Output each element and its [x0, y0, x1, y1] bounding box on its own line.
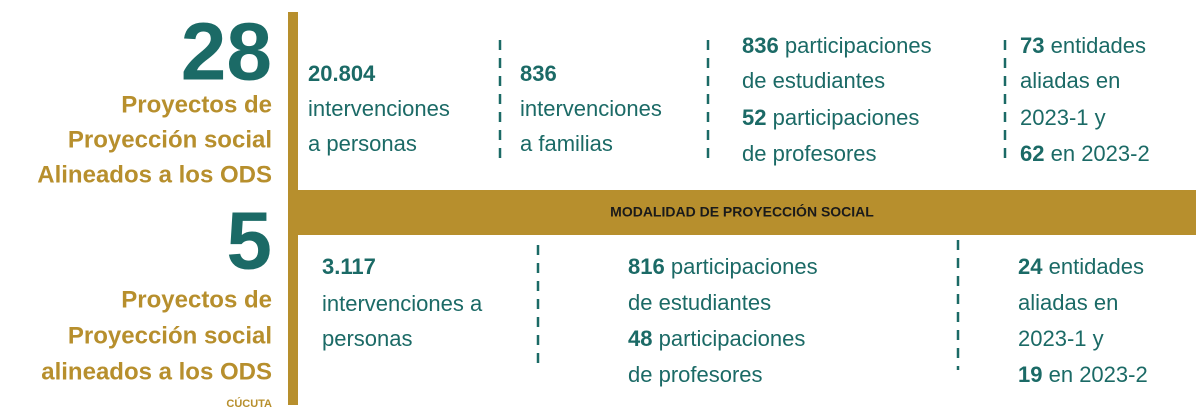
block-line: de profesores [742, 141, 877, 166]
text: a familias [520, 131, 613, 156]
label: Alineados a los ODS [37, 161, 272, 188]
block-line: intervenciones [308, 96, 450, 121]
block-line: 816 participaciones [628, 254, 818, 279]
text: aliadas en [1018, 290, 1118, 315]
text: de estudiantes [742, 68, 885, 93]
text: personas [322, 326, 413, 351]
text: en 2023-2 [1051, 141, 1150, 166]
text: participaciones [659, 326, 806, 351]
block-line: 73 entidades [1020, 33, 1146, 58]
text: en 2023-2 [1049, 362, 1148, 387]
block-line: aliadas en [1018, 290, 1118, 315]
text: participaciones [773, 105, 920, 130]
text: de estudiantes [628, 290, 771, 315]
big-number: 28 [181, 7, 272, 98]
label: alineados a los ODS [41, 358, 272, 385]
text: participaciones [671, 254, 818, 279]
number: 816 [628, 254, 665, 279]
block-line: 20.804 [308, 61, 376, 86]
block-line: aliadas en [1020, 68, 1120, 93]
block-line: 48 participaciones [628, 326, 805, 351]
band-title: MODALIDAD DE PROYECCIÓN SOCIAL [610, 203, 874, 220]
number: 52 [742, 105, 766, 130]
block-line: 3.117 [322, 254, 376, 279]
text: entidades [1049, 254, 1144, 279]
place: CÚCUTA [226, 397, 272, 410]
label: Proyectos de [121, 91, 272, 118]
text: intervenciones [520, 96, 662, 121]
label: Proyección social [68, 322, 272, 349]
number: 73 [1020, 33, 1044, 58]
text: 2023-1 y [1020, 105, 1106, 130]
number: 48 [628, 326, 652, 351]
block-line: a familias [520, 131, 613, 156]
block-line: 2023-1 y [1018, 326, 1104, 351]
number: 24 [1018, 254, 1043, 279]
block-line: 836 participaciones [742, 33, 932, 58]
block-line: 62 en 2023-2 [1020, 141, 1150, 166]
number: 836 [742, 33, 779, 58]
text: intervenciones a [322, 291, 483, 316]
block-line: 836 [520, 61, 557, 86]
label: Proyectos de [121, 286, 272, 313]
text: aliadas en [1020, 68, 1120, 93]
block-line: de estudiantes [628, 290, 771, 315]
block-line: 24 entidades [1018, 254, 1144, 279]
block-line: de profesores [628, 362, 763, 387]
big-number: 5 [226, 196, 272, 287]
text: de profesores [742, 141, 877, 166]
block-line: 19 en 2023-2 [1018, 362, 1148, 387]
text: entidades [1051, 33, 1146, 58]
number: 3.117 [322, 254, 376, 279]
block-line: intervenciones a [322, 291, 483, 316]
block-line: de estudiantes [742, 68, 885, 93]
text: intervenciones [308, 96, 450, 121]
number: 836 [520, 61, 557, 86]
block-line: a personas [308, 131, 417, 156]
text: 2023-1 y [1018, 326, 1104, 351]
block-line: 2023-1 y [1020, 105, 1106, 130]
text: a personas [308, 131, 417, 156]
text: participaciones [785, 33, 932, 58]
number: 20.804 [308, 61, 376, 86]
block-line: intervenciones [520, 96, 662, 121]
band [288, 190, 1196, 235]
number: 62 [1020, 141, 1044, 166]
text: de profesores [628, 362, 763, 387]
block-line: personas [322, 326, 413, 351]
label: Proyección social [68, 126, 272, 153]
number: 19 [1018, 362, 1042, 387]
block-line: 52 participaciones [742, 105, 919, 130]
